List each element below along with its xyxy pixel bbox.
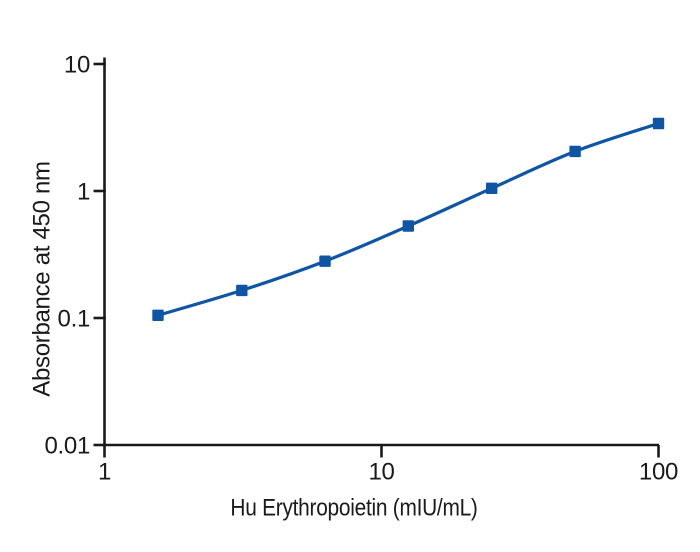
- series-line: [156, 121, 661, 317]
- y-axis-title: Absorbance at 450 nm: [28, 161, 55, 397]
- data-point-marker: [569, 145, 581, 158]
- y-tick-label: 10: [64, 51, 90, 78]
- x-axis-title: Hu Erythropoietin (mIU/mL): [230, 494, 477, 521]
- data-point-marker: [652, 117, 665, 130]
- y-tick-label: 0.01: [44, 432, 90, 459]
- data-point-marker: [402, 220, 414, 232]
- plot-area: 10 1 0.1 0.01 1 10 100: [44, 51, 678, 485]
- data-point-marker: [319, 255, 331, 267]
- data-point-marker: [152, 309, 164, 321]
- x-tick-label: 10: [368, 458, 394, 485]
- data-point-marker: [236, 284, 248, 297]
- x-tick-label: 1: [98, 458, 111, 485]
- y-tick-label: 0.1: [58, 305, 90, 332]
- y-tick-label: 1: [77, 178, 90, 205]
- data-point-marker: [486, 182, 498, 194]
- x-tick-label: 100: [639, 458, 678, 485]
